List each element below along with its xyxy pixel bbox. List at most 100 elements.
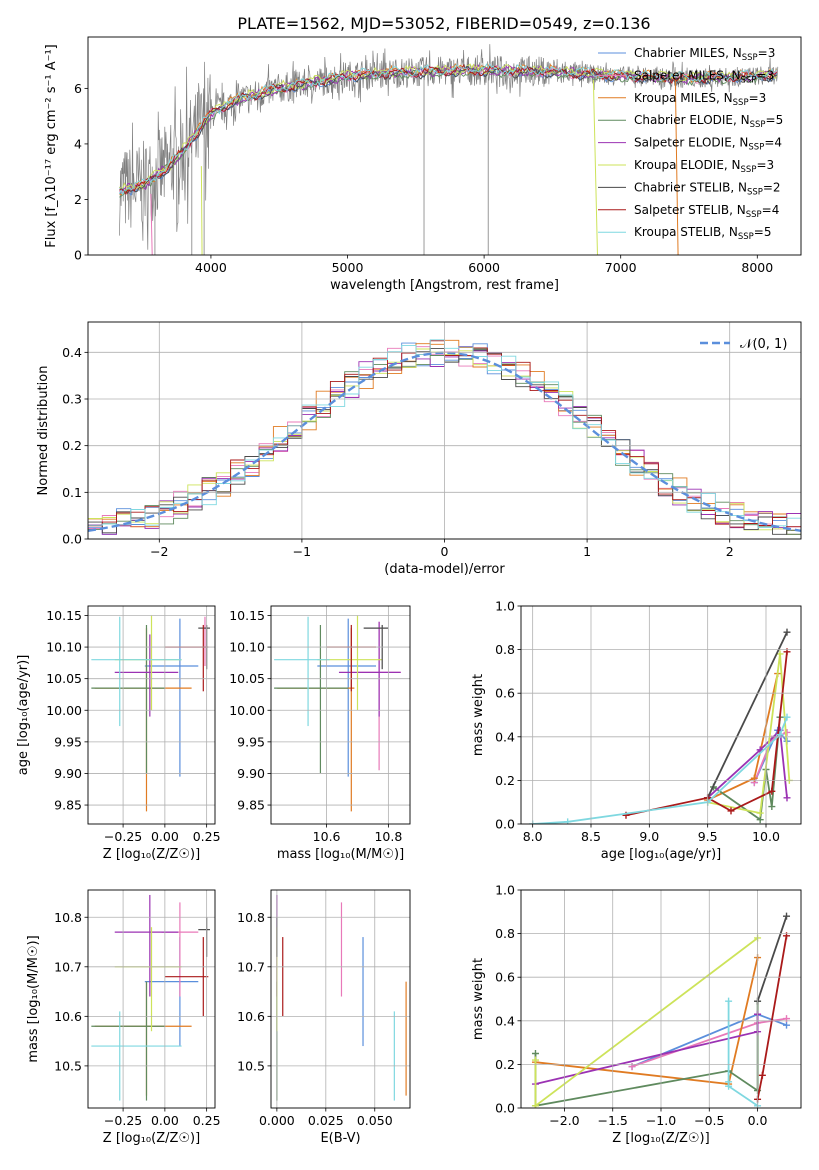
point-kroupa-elodie [114, 927, 182, 1032]
y-tick-label: 9.95 [54, 734, 82, 749]
point-chabrier-elodie [91, 981, 165, 1101]
y-tick-label: 10.8 [54, 910, 82, 925]
panel-residuals: −2 −1 0 1 2 0.0 0.1 0.2 0.3 0.4 (data-model)/error… [36, 321, 802, 577]
y-tick-label: 10.15 [229, 608, 265, 623]
x-tick-label: −0.5 [694, 1113, 724, 1128]
panel-mass-weight-vs-Z: −2.0 −1.5 −1.0 −0.5 0.0 0.0 0.2 0.4 0.6 0.8 1.0 Z [… [471, 883, 802, 1146]
panel-age-vs-Z: −0.25 0.00 0.25 9.85 9.90 9.95 10.00 10.05 10.10… [16, 605, 221, 862]
axes: 0.000 0.025 0.050 10.5 10.6 10.7 10.8 [237, 910, 393, 1128]
data-marker [531, 1050, 539, 1057]
plot-area [118, 44, 779, 255]
series-line [706, 631, 788, 799]
series-chabrier-elodie [531, 997, 762, 1108]
y-tick-label: 10.5 [237, 1058, 265, 1073]
y-tick-label: 0.3 [62, 392, 82, 407]
y-axis-label: Normed distribution [36, 366, 51, 496]
y-tick-label: 9.90 [54, 766, 82, 781]
data-marker [531, 1102, 539, 1108]
y-axis-label: Flux [f_λ10⁻¹⁷ erg cm⁻² s⁻¹ A⁻¹] [44, 44, 59, 248]
legend-entry-chabrier-elodie: Chabrier ELODIE, NSSP=5 [634, 113, 783, 130]
y-tick-label: 0.4 [62, 345, 82, 360]
y-tick-label: 10.05 [229, 671, 265, 686]
point-salpeter-miles [164, 616, 207, 667]
legend-suffix: =3 [756, 68, 774, 82]
axes: −2 −1 0 1 2 0.0 0.1 0.2 0.3 0.4 [62, 345, 734, 559]
x-tick-label: 10.8 [374, 829, 402, 844]
legend-suffix: =3 [758, 46, 776, 60]
x-tick-label: 9.5 [698, 829, 718, 844]
y-tick-label: 9.85 [54, 798, 82, 813]
y-axis-label: mass weight [471, 674, 486, 756]
model-cutoff-blue-2 [200, 166, 203, 255]
legend-name: Kroupa ELODIE, N [634, 158, 741, 172]
series-chabrier-stelib [754, 912, 791, 1005]
plot-area [529, 628, 793, 824]
x-tick-label: 0.00 [151, 1113, 179, 1128]
x-tick-label: 8.5 [581, 829, 601, 844]
grid [88, 606, 215, 824]
data-marker [725, 1082, 733, 1090]
legend-subscript: SSP [746, 210, 762, 220]
model-spectrum-salpeter-stelib [119, 63, 778, 195]
data-marker [531, 1056, 539, 1064]
panel-mass-weight-vs-age: 8.0 8.5 9.0 9.5 10.0 0.0 0.2 0.4 0.6 0.8 1.0 age [l… [471, 599, 802, 862]
series-salpeter-stelib [622, 648, 791, 819]
model-spectrum-chabrier-stelib [119, 65, 777, 195]
grid [271, 606, 410, 824]
data-marker [783, 1021, 791, 1029]
legend-suffix: =3 [749, 91, 767, 105]
x-axis-label: Z [log₁₀(Z/Z☉)] [103, 847, 200, 862]
axes-frame [87, 321, 802, 540]
point-salpeter-elodie [114, 634, 179, 717]
y-tick-label: 0.4 [495, 1013, 515, 1028]
y-tick-label: 10.5 [54, 1058, 82, 1073]
legend-subscript: SSP [738, 232, 754, 242]
axes-frame [520, 605, 802, 825]
legend-subscript: SSP [741, 165, 757, 175]
plot-area [274, 615, 401, 812]
grid [88, 890, 215, 1108]
x-tick-label: 9.0 [639, 829, 659, 844]
y-tick-label: 10.05 [46, 671, 82, 686]
x-tick-label: 0.000 [259, 1113, 295, 1128]
axes-frame [520, 889, 802, 1109]
grid [521, 605, 801, 825]
y-axis-label: mass [log₁₀(M/M☉)] [26, 935, 41, 1062]
y-tick-label: 4 [74, 136, 82, 151]
x-tick-label: 0 [441, 544, 449, 559]
model-cutoff-blue [150, 193, 153, 255]
legend-name: Chabrier STELIB, N [634, 180, 747, 194]
y-tick-label: 0 [74, 248, 82, 263]
x-tick-label: 7000 [605, 260, 637, 275]
point-chabrier-elodie [91, 624, 165, 774]
grid [271, 890, 410, 1108]
legend-subscript: SSP [742, 53, 758, 63]
x-tick-label: −0.25 [104, 829, 142, 844]
x-axis-label: wavelength [Angstrom, rest frame] [330, 278, 559, 293]
legend-subscript: SSP [747, 187, 763, 197]
legend-entry-salpeter-stelib: Salpeter STELIB, NSSP=4 [634, 203, 779, 220]
y-tick-label: 0.0 [495, 1101, 515, 1116]
point-chabrier-elodie [274, 624, 349, 774]
legend-suffix: =3 [756, 158, 774, 172]
point-chabrier-miles [317, 618, 377, 777]
legend-name: Salpeter ELODIE, N [634, 136, 748, 150]
axes-frame [87, 36, 802, 256]
x-tick-label: 10.6 [313, 829, 341, 844]
legend-entry-kroupa-miles: Kroupa MILES, NSSP=3 [634, 91, 766, 108]
point-kroupa-elodie [114, 615, 182, 711]
legend-suffix: =2 [763, 180, 781, 194]
point-salpeter-miles [161, 902, 199, 997]
y-tick-label: 0.1 [62, 485, 82, 500]
legend-name: Salpeter MILES, N [634, 68, 741, 82]
data-marker [768, 787, 776, 795]
legend-subscript: SSP [741, 75, 757, 85]
legend-subscript: SSP [748, 143, 764, 153]
legend-name: Salpeter STELIB, N [634, 203, 746, 217]
y-tick-label: 9.95 [237, 734, 265, 749]
model-spectrum-kroupa-stelib [118, 62, 778, 196]
legend-suffix: =5 [754, 225, 772, 239]
data-marker [564, 818, 572, 824]
